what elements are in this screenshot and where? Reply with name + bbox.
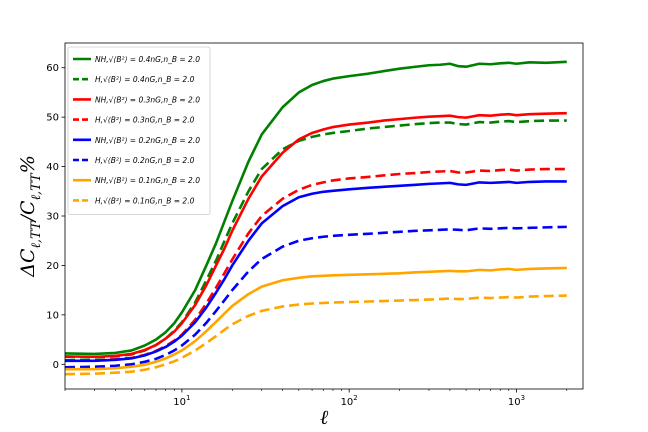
y-tick-label: 40: [46, 162, 59, 173]
y-axis-label-group: ΔCℓ,TT/Cℓ,TT%: [17, 155, 44, 278]
y-tick-label: 60: [46, 63, 59, 74]
legend-label: H,√⟨B²⟩ = 0.3nG,n_B = 2.0: [95, 116, 195, 125]
legend-label: H,√⟨B²⟩ = 0.1nG,n_B = 2.0: [95, 196, 195, 205]
legend-label: NH,√⟨B²⟩ = 0.3nG,n_B = 2.0: [95, 95, 200, 104]
legend-label: NH,√⟨B²⟩ = 0.2nG,n_B = 2.0: [95, 136, 200, 145]
series-layer: [64, 60, 567, 376]
legend-label: NH,√⟨B²⟩ = 0.4nG,n_B = 2.0: [95, 55, 200, 64]
y-tick-label: 10: [46, 310, 59, 321]
legend-label: NH,√⟨B²⟩ = 0.1nG,n_B = 2.0: [95, 176, 200, 185]
series-line-3: [64, 111, 567, 359]
legend: NH,√⟨B²⟩ = 0.4nG,n_B = 2.0 H,√⟨B²⟩ = 0.4n…: [67, 46, 211, 216]
y-tick-label: 0: [53, 360, 59, 371]
legend-frame: [67, 46, 211, 216]
y-tick-label: 30: [46, 212, 59, 223]
series-line-1: [64, 60, 567, 356]
x-tick-label: 102: [341, 394, 358, 408]
y-tick-label: 50: [46, 113, 59, 124]
y-axis: 0 10 20 30 40 50 60: [46, 63, 65, 371]
legend-label: H,√⟨B²⟩ = 0.2nG,n_B = 2.0: [95, 156, 195, 165]
x-axis-label: ℓ: [320, 405, 329, 429]
series-line-6: [64, 225, 567, 369]
y-axis-label: ΔCℓ,TT/Cℓ,TT%: [17, 155, 44, 278]
series-line-5: [65, 180, 567, 363]
x-tick-label: 103: [508, 394, 525, 408]
legend-label: H,√⟨B²⟩ = 0.4nG,n_B = 2.0: [95, 75, 195, 84]
series-line-7: [65, 266, 567, 371]
y-tick-label: 20: [46, 261, 59, 272]
x-axis: 101 102 103: [64, 389, 568, 408]
series-line-8: [64, 294, 567, 376]
x-tick-label: 101: [173, 394, 190, 408]
